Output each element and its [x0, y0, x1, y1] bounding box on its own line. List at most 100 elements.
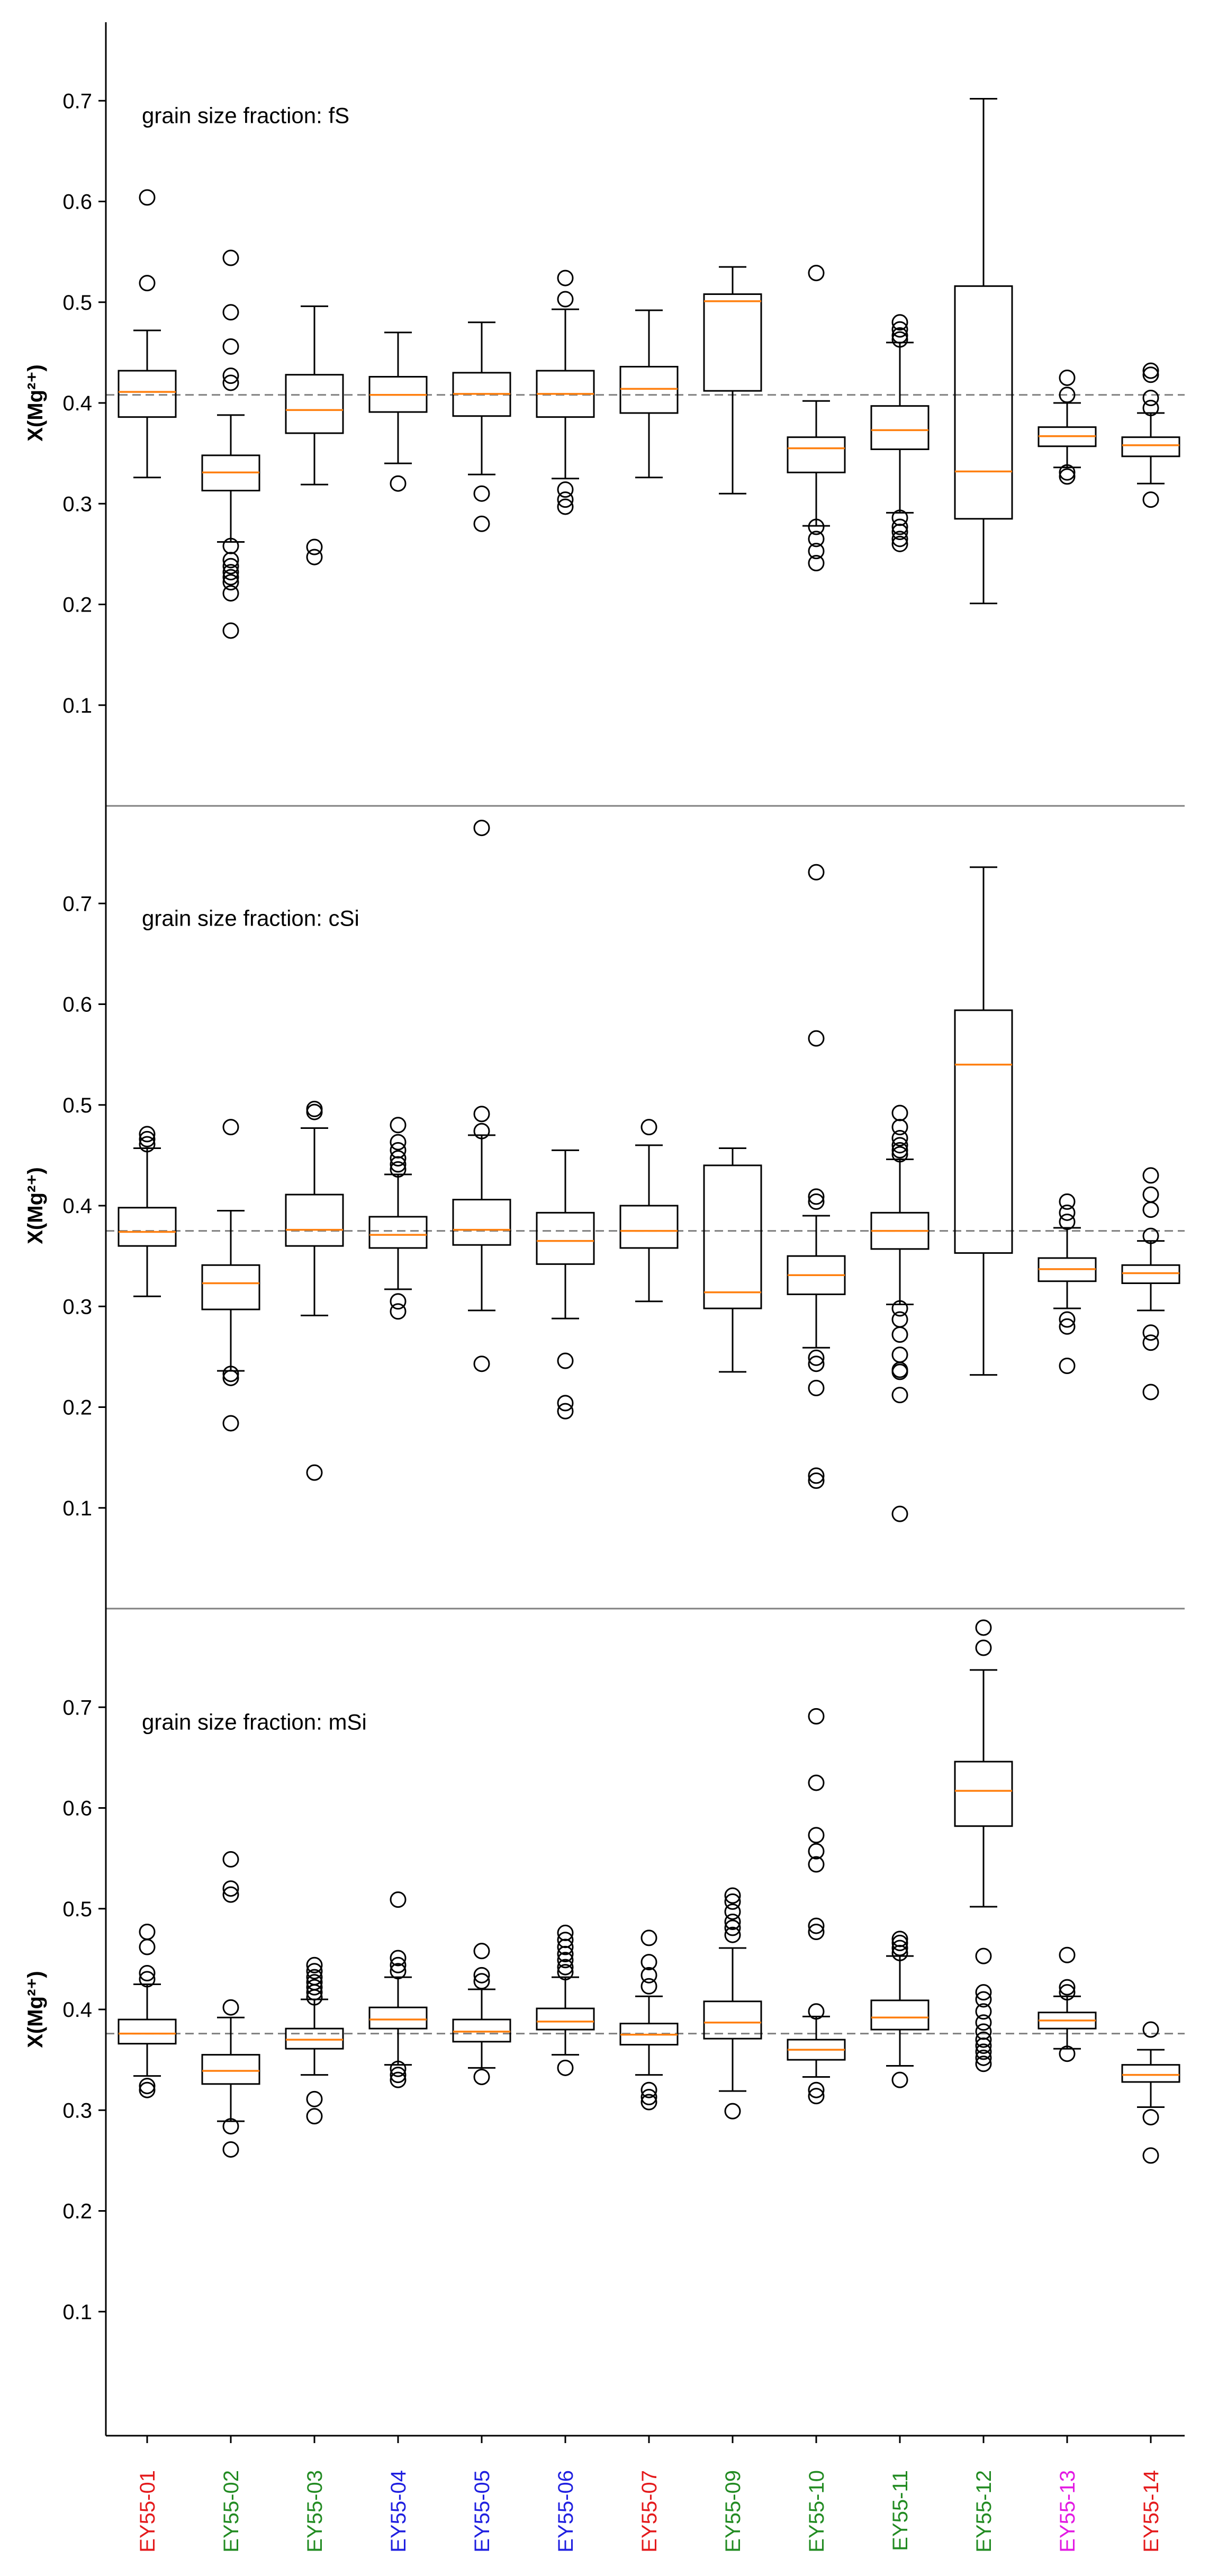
outlier [891, 1934, 908, 1951]
y-tick-label: 0.1 [62, 1497, 92, 1520]
outlier [1059, 2045, 1076, 2062]
outlier [891, 531, 908, 547]
outlier [891, 1387, 908, 1404]
outlier [473, 2068, 490, 2085]
outlier [808, 864, 825, 881]
outlier [724, 1903, 741, 1920]
box-EY55-06 [536, 270, 595, 515]
box-rect [787, 436, 846, 473]
box-EY55-03 [285, 1100, 344, 1481]
outlier [891, 509, 908, 526]
outlier [1059, 1979, 1076, 1996]
box-rect [703, 293, 762, 392]
outlier [1142, 2109, 1159, 2126]
outlier [724, 1913, 741, 1930]
x-tick-label-EY55-12: EY55-12 [972, 2470, 996, 2553]
outlier [306, 2090, 323, 2107]
box-rect [118, 2018, 177, 2045]
outlier [1142, 366, 1159, 383]
outlier [139, 1126, 156, 1143]
outlier [975, 2023, 992, 2040]
y-tick-label: 0.6 [62, 191, 92, 214]
x-tick-label-EY55-10: EY55-10 [805, 2470, 828, 2553]
outlier [139, 1136, 156, 1153]
x-tick-label-EY55-07: EY55-07 [638, 2470, 661, 2553]
outlier [473, 515, 490, 532]
box-rect [954, 285, 1013, 520]
outlier [640, 1929, 657, 1946]
outlier [1142, 1186, 1159, 1203]
outlier [473, 1123, 490, 1139]
outlier [808, 1030, 825, 1047]
outlier [557, 1403, 574, 1420]
y-tick-label: 0.2 [62, 594, 92, 617]
box-EY55-04 [368, 331, 428, 492]
outlier [808, 1193, 825, 1210]
outlier [1059, 1311, 1076, 1328]
outlier [1142, 2147, 1159, 2164]
box-rect [536, 2007, 595, 2031]
outlier [139, 2078, 156, 2095]
outlier [808, 518, 825, 535]
outlier [808, 1708, 825, 1725]
outlier [975, 1991, 992, 2008]
outlier [891, 1940, 908, 1956]
outlier [975, 2043, 992, 2060]
box-EY55-05 [452, 321, 511, 532]
outlier [1059, 468, 1076, 485]
outlier [390, 1963, 407, 1980]
x-tick-label-EY55-04: EY55-04 [387, 2470, 410, 2553]
outlier [1059, 1357, 1076, 1374]
y-tick-label: 0.7 [62, 1696, 92, 1719]
outlier [975, 1639, 992, 1656]
outlier [975, 2003, 992, 2020]
outlier [390, 1142, 407, 1159]
outlier [390, 1161, 407, 1178]
outlier [975, 1947, 992, 1964]
box-rect [954, 1761, 1013, 1827]
box-rect [703, 2000, 762, 2040]
outlier [139, 275, 156, 292]
outlier [891, 321, 908, 338]
box-EY55-12 [954, 1619, 1013, 2072]
outlier [891, 1137, 908, 1154]
outlier [640, 1967, 657, 1983]
box-EY55-07 [619, 309, 679, 479]
outlier [891, 1311, 908, 1328]
outlier [724, 1887, 741, 1904]
outlier [808, 1356, 825, 1372]
outlier [640, 2089, 657, 2106]
outlier [891, 1505, 908, 1522]
y-tick-label: 0.4 [62, 1195, 92, 1218]
outlier [557, 291, 574, 308]
box-rect [201, 2054, 260, 2085]
outlier [557, 1964, 574, 1981]
box-rect [954, 1009, 1013, 1254]
box-EY55-13 [1037, 1946, 1097, 2062]
y-tick-label: 0.4 [62, 1998, 92, 2022]
panel-3: 0.1 0.2 0.3 0.4 0.5 0.6 0.7 X(Mg²⁺) grain size f… [24, 1619, 1185, 2324]
panel-1: 0.1 0.2 0.3 0.4 0.5 0.6 0.7 X(Mg²⁺) grain size f… [24, 89, 1185, 807]
outlier [891, 1347, 908, 1363]
box-EY55-10 [787, 1708, 846, 2105]
outlier [1142, 1334, 1159, 1351]
outlier [139, 2081, 156, 2098]
box-EY55-09 [703, 1147, 762, 1373]
outlier [557, 1924, 574, 1941]
outlier [724, 1893, 741, 1910]
outlier [891, 2071, 908, 2088]
outlier [557, 1959, 574, 1976]
outlier [222, 249, 239, 266]
outlier [1059, 1946, 1076, 1963]
y-tick-label: 0.6 [62, 993, 92, 1017]
outlier [1142, 362, 1159, 379]
outlier [640, 1978, 657, 1995]
outlier [891, 1130, 908, 1147]
outlier [390, 1956, 407, 1973]
box-rect [285, 2027, 344, 2050]
outlier [1059, 1984, 1076, 2001]
outlier [557, 1352, 574, 1369]
outlier [975, 1619, 992, 1636]
outlier [390, 1150, 407, 1167]
outlier [1142, 400, 1159, 417]
